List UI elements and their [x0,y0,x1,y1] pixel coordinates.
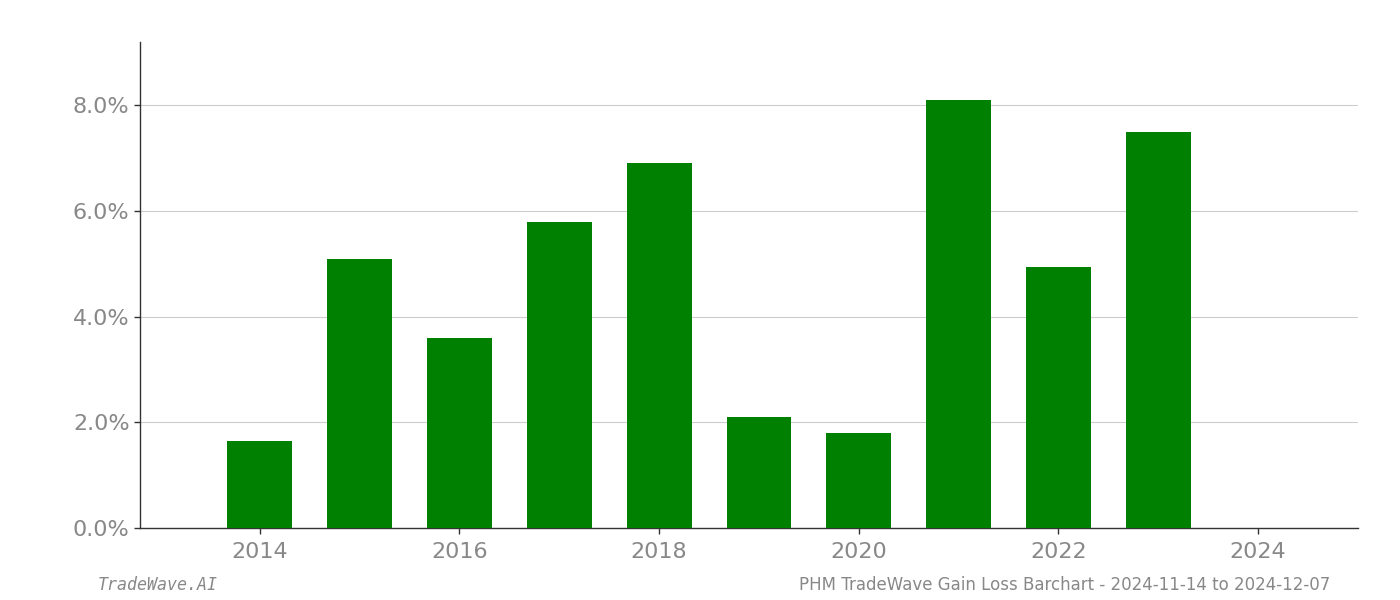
Bar [526,221,592,528]
Text: TradeWave.AI: TradeWave.AI [98,576,218,594]
Bar [328,259,392,528]
Bar [627,163,692,528]
Bar [727,417,791,528]
Bar [826,433,892,528]
Bar [427,338,491,528]
Text: PHM TradeWave Gain Loss Barchart - 2024-11-14 to 2024-12-07: PHM TradeWave Gain Loss Barchart - 2024-… [799,576,1330,594]
Bar [1126,132,1191,528]
Bar [927,100,991,528]
Bar [227,441,293,528]
Bar [1026,266,1091,528]
